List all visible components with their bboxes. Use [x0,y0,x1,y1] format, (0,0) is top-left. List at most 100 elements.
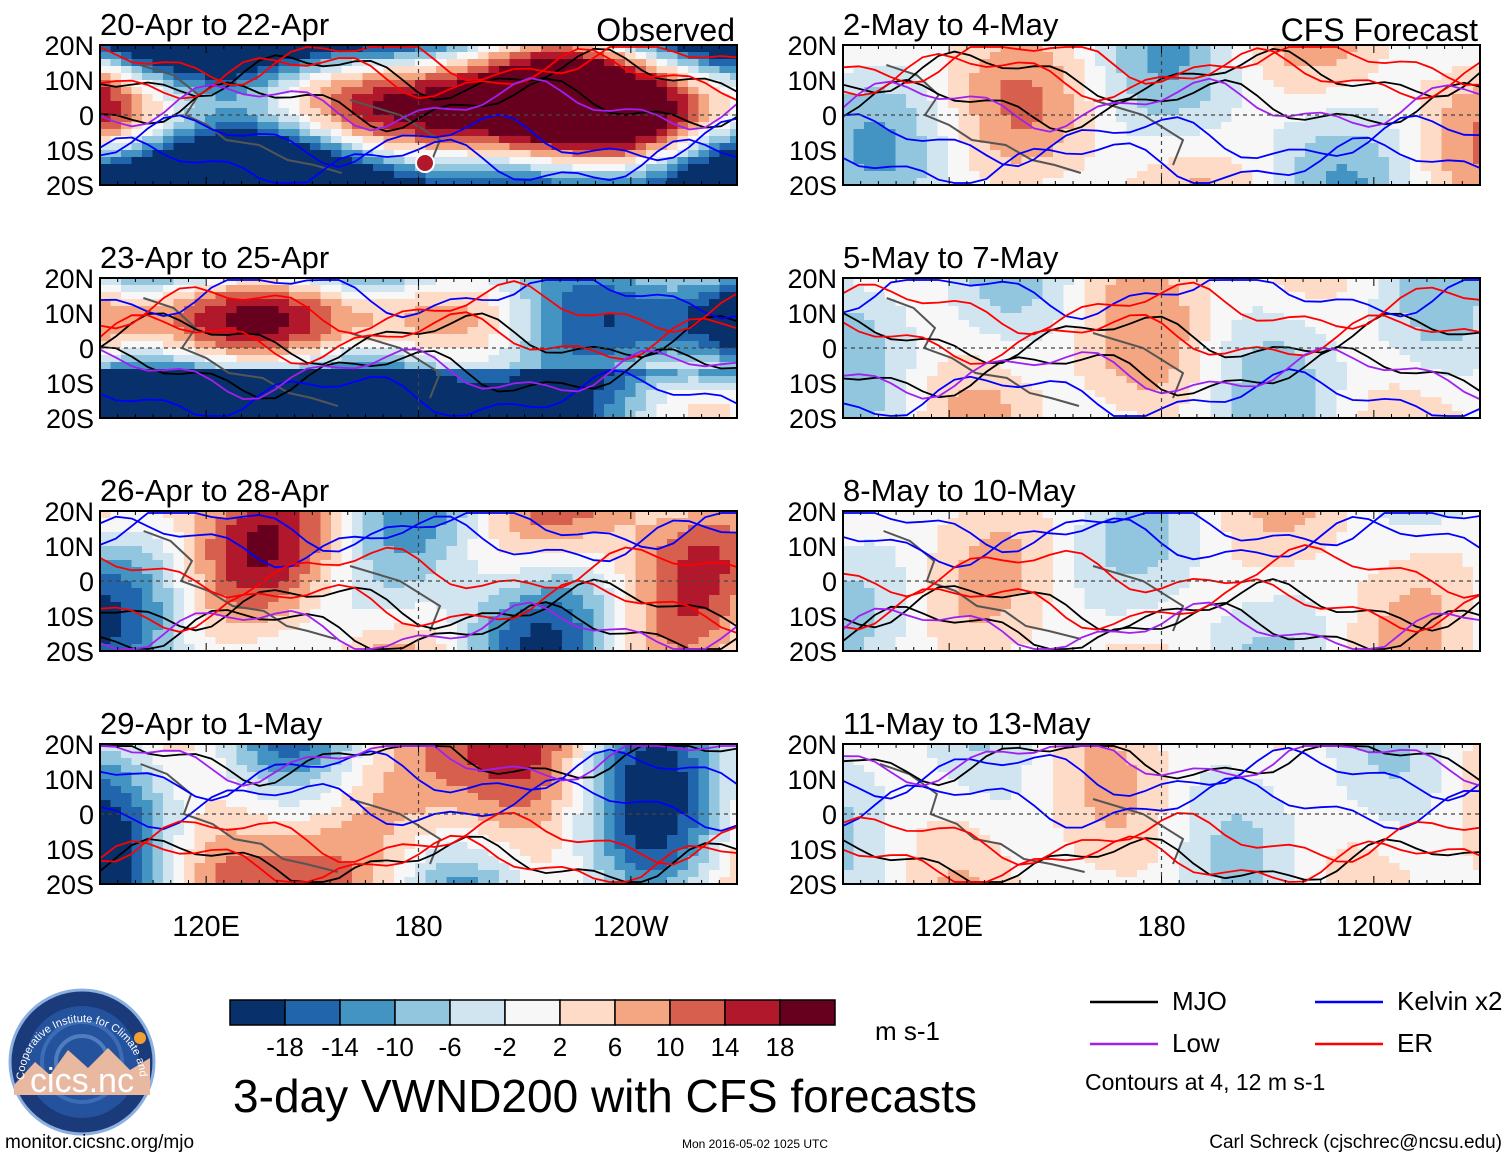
field-cell [142,877,154,884]
field-cell [205,306,217,314]
field-cell [152,143,164,151]
field-cell [436,94,448,102]
field-cell [572,59,584,67]
field-cell [236,390,248,398]
field-cell [719,87,731,95]
field-cell [667,581,679,589]
field-cell [247,101,259,109]
field-cell [299,150,311,158]
field-cell [415,588,427,596]
field-cell [709,567,721,575]
field-cell [667,532,679,540]
field-cell [730,511,737,519]
coastline [139,64,342,174]
field-cell [530,546,542,554]
field-cell [142,45,154,53]
field-cell [373,404,385,412]
field-cell [373,828,385,836]
field-cell [593,567,605,575]
field-cell [331,786,343,794]
field-cell [730,637,737,645]
field-cell [100,744,112,752]
field-cell [152,404,164,412]
field-cell [656,59,668,67]
field-cell [509,327,521,335]
field-cell [457,525,469,533]
field-cell [730,525,737,533]
field-cell [593,546,605,554]
field-cell [404,758,416,766]
field-cell [131,539,143,547]
field-cell [163,164,175,172]
field-cell [373,171,385,179]
field-cell [709,355,721,363]
field-cell [131,362,143,370]
field-cell [572,835,584,843]
field-cell [509,292,521,300]
field-cell [131,129,143,137]
field-cell [362,164,374,172]
field-cell [131,108,143,116]
field-cell [709,285,721,293]
field-cell [163,306,175,314]
field-cell [310,539,322,547]
field-cell [341,129,353,137]
field-cell [278,369,290,377]
field-cell [499,877,511,884]
field-cell [404,348,416,356]
field-cell [341,793,353,801]
field-cell [604,285,616,293]
field-cell [257,849,269,857]
field-cell [194,786,206,794]
field-cell [310,362,322,370]
wave-contour [100,280,737,335]
field-cell [583,581,595,589]
field-cell [551,108,563,116]
field-cell [163,821,175,829]
field-cell [698,278,710,286]
field-cell [152,863,164,871]
field-cell [404,292,416,300]
field-cell [163,355,175,363]
field-cell [331,299,343,307]
field-cell [331,595,343,603]
field-cell [194,348,206,356]
field-cell [625,751,637,759]
field-cell [184,73,196,81]
y-tick-label: 20N [44,497,94,527]
field-cell [698,87,710,95]
field-cell [541,511,553,519]
field-cell [541,560,553,568]
field-cell [215,553,227,561]
field-cell [226,779,238,787]
field-cell [404,136,416,144]
field-cell [625,765,637,773]
field-cell [541,616,553,624]
field-cell [646,362,658,370]
field-cell [478,285,490,293]
field-cell [698,178,710,185]
field-cell [467,313,479,321]
field-cell [320,108,332,116]
field-cell [646,171,658,179]
field-cell [341,877,353,884]
field-cell [520,45,532,53]
field-cell [457,779,469,787]
field-cell [583,143,595,151]
field-cell [709,115,721,123]
field-cell [236,532,248,540]
field-cell [404,511,416,519]
field-cell [320,842,332,850]
field-cell [425,369,437,377]
field-cell [320,348,332,356]
field-cell [268,744,280,752]
field-cell [152,877,164,884]
field-cell [299,115,311,123]
field-cell [520,313,532,321]
field-cell [299,129,311,137]
field-cell [320,588,332,596]
field-cell [110,122,122,130]
field-cell [572,518,584,526]
field-cell [142,285,154,293]
field-cell [478,751,490,759]
